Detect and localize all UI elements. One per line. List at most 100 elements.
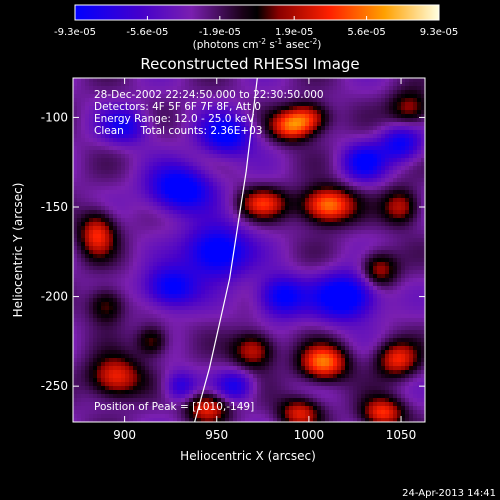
heatmap-cell <box>149 282 154 287</box>
heatmap-cell <box>197 246 202 251</box>
heatmap-cell <box>149 90 154 95</box>
heatmap-cell <box>397 134 402 139</box>
heatmap-cell <box>301 110 306 115</box>
heatmap-cell <box>313 90 318 95</box>
heatmap-cell <box>277 166 282 171</box>
heatmap-cell <box>117 106 122 111</box>
heatmap-cell <box>281 86 286 91</box>
heatmap-cell <box>137 170 142 175</box>
heatmap-cell <box>317 146 322 151</box>
heatmap-cell <box>421 94 425 99</box>
heatmap-cell <box>161 182 166 187</box>
heatmap-cell <box>373 262 378 267</box>
heatmap-cell <box>293 182 298 187</box>
heatmap-cell <box>341 166 346 171</box>
heatmap-cell <box>349 82 354 87</box>
heatmap-cell <box>305 174 310 179</box>
heatmap-cell <box>289 158 294 163</box>
heatmap-cell <box>113 182 118 187</box>
heatmap-cell <box>337 294 342 299</box>
heatmap-cell <box>269 210 274 215</box>
heatmap-cell <box>225 234 230 239</box>
heatmap-cell <box>161 302 166 307</box>
heatmap-cell <box>133 286 138 291</box>
heatmap-cell <box>153 174 158 179</box>
heatmap-cell <box>101 238 106 243</box>
heatmap-cell <box>197 254 202 259</box>
heatmap-cell <box>353 218 358 223</box>
heatmap-cell <box>165 262 170 267</box>
heatmap-cell <box>365 82 370 87</box>
heatmap-cell <box>273 94 278 99</box>
heatmap-cell <box>233 150 238 155</box>
heatmap-cell <box>321 166 326 171</box>
heatmap-cell <box>237 102 242 107</box>
heatmap-cell <box>289 214 294 219</box>
heatmap-cell <box>217 254 222 259</box>
heatmap-cell <box>121 142 126 147</box>
heatmap-cell <box>337 126 342 131</box>
heatmap-cell <box>277 110 282 115</box>
heatmap-cell <box>233 302 238 307</box>
heatmap-cell <box>365 86 370 91</box>
heatmap-cell <box>185 138 190 143</box>
heatmap-cell <box>353 82 358 87</box>
heatmap-cell <box>249 298 254 303</box>
heatmap-cell <box>209 94 214 99</box>
heatmap-cell <box>193 154 198 159</box>
heatmap-cell <box>285 158 290 163</box>
heatmap-cell <box>377 242 382 247</box>
heatmap-cell <box>185 206 190 211</box>
heatmap-cell <box>261 218 266 223</box>
heatmap-cell <box>141 238 146 243</box>
heatmap-cell <box>201 94 206 99</box>
heatmap-cell <box>329 206 334 211</box>
heatmap-cell <box>101 246 106 251</box>
heatmap-cell <box>417 218 422 223</box>
heatmap-cell <box>149 138 154 143</box>
heatmap-cell <box>393 130 398 135</box>
heatmap-cell <box>109 114 114 119</box>
heatmap-cell <box>333 254 338 259</box>
heatmap-cell <box>369 154 374 159</box>
heatmap-cell <box>185 94 190 99</box>
heatmap-cell <box>285 258 290 263</box>
heatmap-cell <box>289 78 294 83</box>
heatmap-cell <box>201 282 206 287</box>
heatmap-cell <box>241 194 246 199</box>
heatmap-cell <box>169 138 174 143</box>
heatmap-cell <box>149 238 154 243</box>
heatmap-cell <box>213 86 218 91</box>
heatmap-cell <box>161 166 166 171</box>
heatmap-cell <box>301 190 306 195</box>
heatmap-cell <box>181 278 186 283</box>
heatmap-cell <box>421 138 425 143</box>
heatmap-cell <box>117 182 122 187</box>
heatmap-cell <box>405 134 410 139</box>
heatmap-cell <box>125 154 130 159</box>
heatmap-cell <box>337 226 342 231</box>
heatmap-cell <box>413 282 418 287</box>
heatmap-cell <box>233 98 238 103</box>
heatmap-cell <box>313 150 318 155</box>
heatmap-cell <box>345 150 350 155</box>
heatmap-cell <box>237 266 242 271</box>
heatmap-cell <box>393 134 398 139</box>
heatmap-cell <box>381 82 386 87</box>
heatmap-cell <box>213 122 218 127</box>
heatmap-cell <box>309 226 314 231</box>
heatmap-cell <box>373 190 378 195</box>
heatmap-cell <box>121 274 126 279</box>
heatmap-cell <box>277 190 282 195</box>
heatmap-cell <box>185 202 190 207</box>
heatmap-cell <box>145 118 150 123</box>
heatmap-cell <box>181 226 186 231</box>
heatmap-cell <box>121 278 126 283</box>
heatmap-cell <box>185 162 190 167</box>
heatmap-cell <box>149 206 154 211</box>
heatmap-cell <box>85 82 90 87</box>
heatmap-cell <box>85 106 90 111</box>
heatmap-cell <box>381 286 386 291</box>
heatmap-cell <box>249 110 254 115</box>
heatmap-cell <box>213 218 218 223</box>
